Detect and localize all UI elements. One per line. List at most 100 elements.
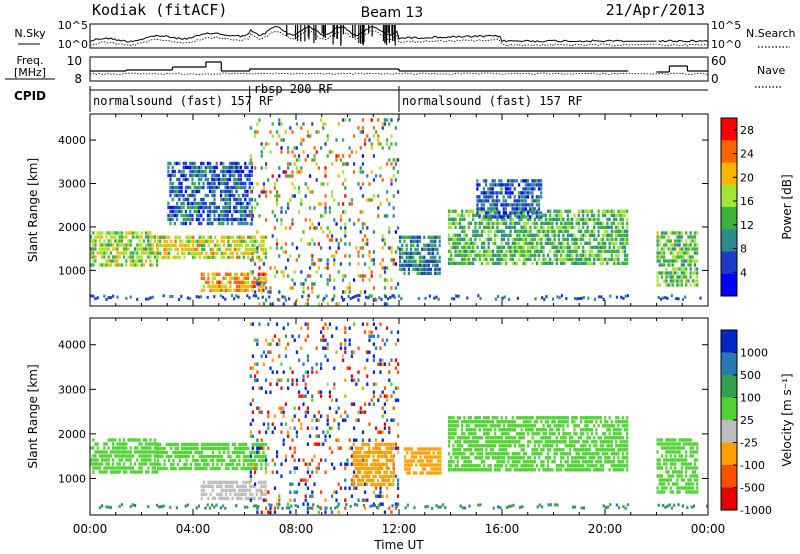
echo-cell (483, 225, 486, 229)
echo-cell (452, 452, 455, 456)
echo-cell (669, 247, 672, 251)
echo-cell (379, 174, 382, 178)
echo-cell (434, 235, 437, 239)
echo-cell (434, 455, 438, 459)
echo-cell (337, 422, 340, 426)
echo-cell (483, 444, 486, 448)
echo-cell (357, 346, 360, 350)
echo-cell (244, 205, 247, 210)
echo-cell (287, 166, 290, 170)
echo-cell (575, 253, 578, 257)
clutter-cell (560, 294, 563, 298)
echo-cell (680, 259, 683, 263)
echo-cell (522, 187, 525, 191)
echo-cell (370, 274, 373, 278)
echo-cell (379, 370, 382, 374)
echo-cell (218, 284, 221, 288)
echo-cell (562, 245, 565, 249)
echo-cell (302, 230, 305, 234)
echo-cell (120, 251, 123, 255)
echo-cell (258, 446, 261, 450)
echo-cell (696, 259, 699, 263)
echo-cell (289, 470, 292, 474)
echo-cell (202, 161, 205, 166)
echo-cell (346, 286, 349, 290)
echo-cell (206, 181, 209, 186)
echo-cell (562, 257, 565, 261)
echo-cell (577, 245, 580, 249)
echo-cell (553, 209, 556, 213)
clutter-cell (94, 297, 97, 301)
echo-cell (282, 442, 285, 446)
echo-cell (606, 209, 609, 213)
echo-cell (256, 406, 259, 410)
echo-cell (538, 452, 541, 456)
echo-cell (434, 471, 438, 475)
echo-cell (500, 440, 503, 444)
echo-cell (120, 263, 123, 267)
echo-cell (476, 179, 479, 183)
echo-cell (595, 217, 598, 221)
echo-cell (136, 446, 139, 450)
echo-cell (153, 466, 156, 470)
echo-cell (178, 189, 181, 194)
echo-cell (689, 275, 692, 279)
echo-cell (385, 450, 388, 455)
echo-cell (496, 217, 499, 221)
echo-cell (482, 207, 485, 211)
echo-cell (526, 183, 530, 187)
echo-cell (171, 169, 174, 174)
echo-cell (555, 257, 558, 261)
echo-cell (537, 199, 541, 203)
echo-cell (447, 225, 451, 229)
echo-cell (626, 209, 629, 213)
echo-cell (671, 275, 675, 279)
echo-cell (522, 444, 525, 448)
echo-cell (584, 233, 587, 237)
echo-cell (604, 241, 607, 245)
echo-cell (350, 402, 353, 406)
echo-cell (392, 262, 395, 266)
echo-cell (226, 165, 229, 170)
echo-cell (322, 346, 325, 350)
echo-cell (370, 398, 373, 402)
echo-cell (244, 446, 248, 451)
echo-cell (247, 251, 250, 255)
echo-cell (242, 255, 245, 259)
echo-cell (364, 242, 367, 246)
echo-cell (125, 458, 128, 462)
echo-cell (390, 250, 393, 254)
echo-cell (394, 446, 397, 450)
echo-cell (142, 251, 145, 255)
echo-cell (463, 448, 466, 452)
echo-cell (335, 238, 338, 242)
echo-cell (109, 470, 112, 474)
echo-cell (478, 209, 481, 213)
echo-cell (189, 185, 192, 190)
echo-cell (220, 209, 223, 214)
echo-cell (226, 177, 229, 182)
echo-cell (260, 272, 263, 276)
echo-cell (551, 245, 554, 249)
echo-cell (350, 494, 353, 498)
echo-cell (458, 253, 462, 257)
echo-cell (524, 229, 528, 233)
echo-cell (192, 442, 195, 447)
echo-cell (267, 414, 270, 418)
echo-cell (500, 448, 503, 452)
echo-cell (522, 195, 525, 199)
echo-cell (220, 446, 223, 451)
echo-cell (478, 468, 481, 472)
echo-cell (696, 251, 699, 255)
echo-cell (246, 165, 249, 170)
echo-cell (218, 280, 221, 284)
echo-cell (326, 182, 329, 186)
echo-cell (498, 221, 501, 225)
echo-cell (289, 426, 292, 430)
echo-cell (331, 150, 334, 154)
echo-cell (617, 249, 620, 253)
echo-cell (562, 237, 565, 241)
echo-cell (588, 261, 591, 265)
echo-cell (478, 183, 481, 187)
echo-cell (278, 406, 281, 410)
